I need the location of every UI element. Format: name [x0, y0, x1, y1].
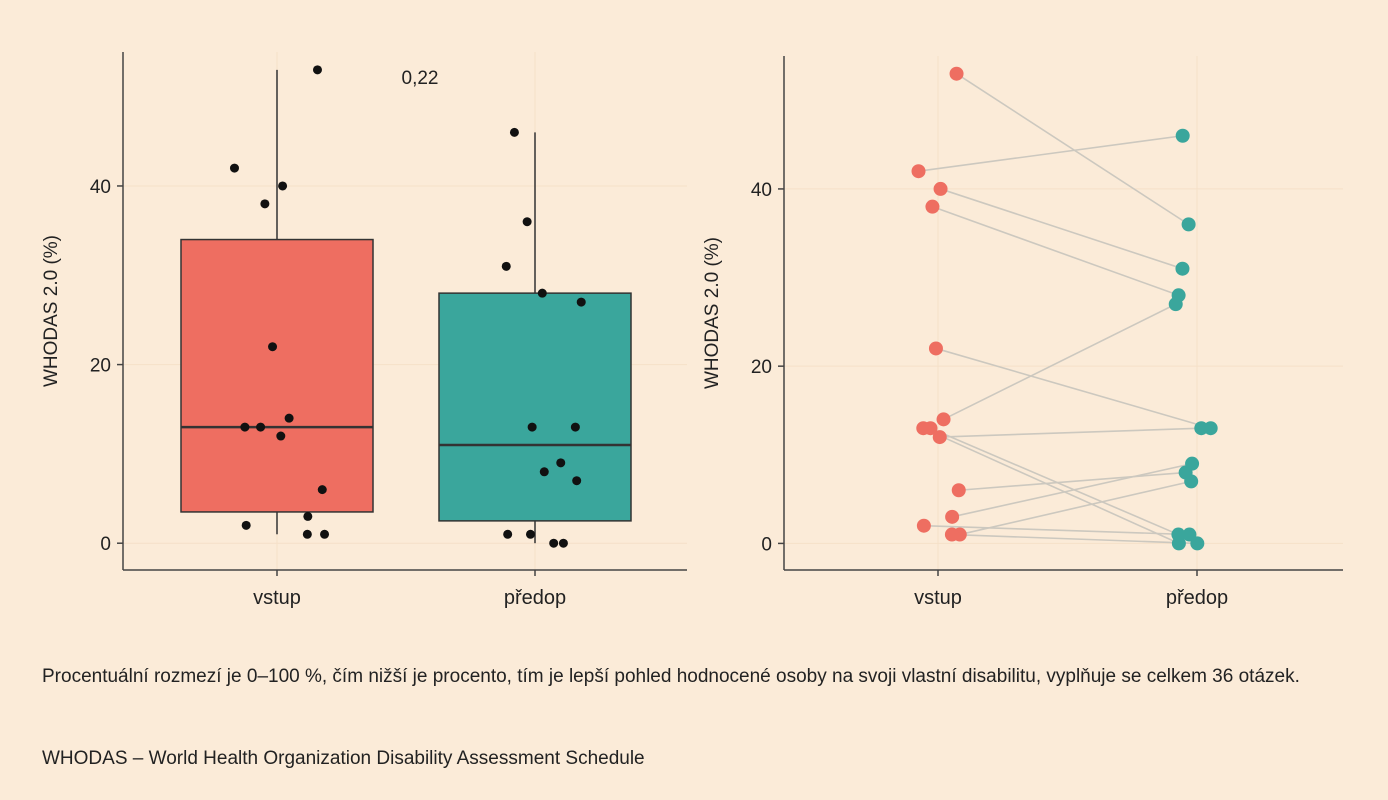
chart1-y-axis-label: WHODAS 2.0 (%) [702, 237, 723, 389]
pair-point-vstup-11 [916, 518, 931, 533]
pair-line-5 [943, 303, 1177, 421]
pair-point-vstup-9 [951, 483, 966, 498]
box-0-point-6 [240, 422, 250, 432]
box-1-point-9 [572, 476, 582, 486]
pair-point-predop-13 [1190, 536, 1205, 551]
pair-point-vstup-8 [932, 430, 947, 445]
pair-line-6 [922, 427, 1180, 545]
pair-point-predop-2 [1175, 261, 1190, 276]
pair-point-predop-12 [1184, 474, 1199, 489]
box-1-point-1 [522, 217, 532, 227]
box-0-point-7 [256, 422, 266, 432]
box-1-point-6 [527, 422, 537, 432]
chart0-xtick-label-1: předop [504, 587, 566, 609]
chart0-xtick-label-0: vstup [253, 587, 301, 609]
pair-line-11 [923, 524, 1190, 536]
pair-line-7 [930, 427, 1179, 536]
pair-point-predop-0 [1181, 217, 1196, 232]
box-0 [180, 238, 374, 513]
pair-line-13 [951, 533, 1198, 545]
pair-point-vstup-7 [923, 421, 938, 436]
box-0-point-9 [317, 485, 327, 495]
chart1-ytick-label-1: 20 [751, 357, 772, 378]
box-0-point-8 [276, 431, 286, 441]
figure-caption-abbreviation: WHODAS – World Health Organization Disab… [42, 748, 645, 769]
box-1-point-3 [537, 288, 547, 298]
pair-point-predop-8 [1194, 421, 1209, 436]
chart1-xtick-label-0: vstup [914, 587, 962, 609]
pair-point-predop-1 [1175, 128, 1190, 143]
pair-point-predop-10 [1185, 456, 1200, 471]
pair-line-10 [951, 462, 1193, 518]
box-0-point-5 [284, 413, 294, 423]
pair-point-vstup-3 [925, 199, 940, 214]
box-1-point-13 [558, 538, 568, 548]
pair-line-1 [918, 134, 1183, 172]
pair-point-vstup-4 [928, 341, 943, 356]
box-1-point-10 [525, 529, 535, 539]
box-1-point-5 [570, 422, 580, 432]
chart1-ytick-label-2: 40 [751, 180, 772, 201]
box-0-point-3 [260, 199, 270, 209]
box-1-point-12 [549, 538, 559, 548]
box-1 [438, 292, 632, 522]
pair-point-predop-7 [1171, 527, 1186, 542]
box-1-point-8 [539, 467, 549, 477]
box-1-point-11 [503, 529, 513, 539]
box-0-point-1 [229, 163, 239, 173]
box-0-point-10 [303, 511, 313, 521]
box-0-point-0 [312, 65, 322, 75]
chart1-ytick-label-0: 0 [761, 534, 772, 555]
pair-point-vstup-1 [911, 164, 926, 179]
box-0-point-11 [241, 520, 251, 530]
pair-point-predop-5 [1168, 297, 1183, 312]
box-0-point-4 [268, 342, 278, 352]
box-1-point-4 [576, 297, 586, 307]
chart0-y-axis-label: WHODAS 2.0 (%) [41, 235, 62, 387]
box-0-point-12 [320, 529, 330, 539]
chart0-ytick-label-0: 0 [100, 534, 111, 555]
pair-point-vstup-10 [945, 509, 960, 524]
figure-caption-note: Procentuální rozmezí je 0–100 %, čím niž… [42, 666, 1300, 687]
chart0-ytick-label-2: 40 [90, 177, 111, 198]
box-0-point-13 [302, 529, 312, 539]
box-1-point-2 [501, 261, 511, 271]
pair-point-vstup-5 [936, 412, 951, 427]
pair-line-0 [956, 73, 1190, 226]
pair-point-vstup-13 [944, 527, 959, 542]
box-1-point-0 [509, 127, 519, 137]
pair-point-vstup-0 [949, 66, 964, 81]
pair-line-8 [939, 427, 1202, 438]
pair-line-2 [940, 188, 1183, 270]
figure: 0 20 40 vstup předop WHODAS 2.0 (%) 0,22 0 20 40 v… [41, 52, 1343, 609]
chart1-xtick-label-1: předop [1166, 587, 1228, 609]
box-1-point-7 [556, 458, 566, 468]
pair-point-vstup-2 [933, 181, 948, 196]
pair-line-12 [959, 480, 1192, 536]
box-0-point-2 [278, 181, 288, 191]
chart0-annotation: 0,22 [402, 68, 439, 89]
chart0-ytick-label-1: 20 [90, 356, 111, 377]
pair-line-4 [935, 347, 1211, 429]
pair-line-3 [932, 205, 1179, 297]
pair-line-9 [958, 471, 1186, 492]
